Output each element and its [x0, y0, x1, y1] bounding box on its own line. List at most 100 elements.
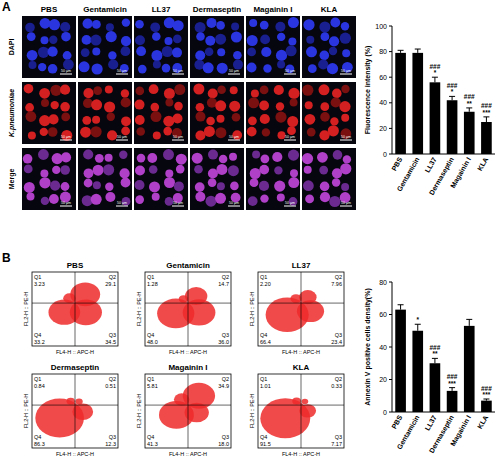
error-stem	[400, 305, 401, 310]
quadrant-value: 33.2	[34, 339, 45, 345]
cell	[208, 169, 218, 179]
cell	[152, 32, 161, 41]
cell	[163, 149, 174, 160]
quadrant-name: Q2	[335, 274, 342, 280]
quadrant-value: 12.3	[105, 441, 116, 447]
quadrant-value: 36.0	[218, 339, 229, 345]
error-stem	[486, 117, 487, 122]
cell	[152, 193, 160, 201]
cell	[60, 102, 70, 112]
cell	[205, 36, 215, 46]
cell	[23, 154, 33, 164]
error-cap	[466, 319, 472, 320]
quadrant-value: 14.7	[218, 281, 229, 287]
gate	[301, 374, 302, 448]
cell	[215, 193, 226, 204]
micrograph: 50 μm	[134, 148, 188, 210]
error-bar	[483, 117, 489, 122]
cell	[308, 64, 317, 73]
cell	[79, 61, 90, 72]
column-header: Gentamicin	[83, 5, 127, 14]
cell	[208, 89, 218, 99]
significance: *	[451, 88, 454, 95]
cell	[80, 127, 91, 138]
row-label: DAPI	[8, 39, 15, 56]
cell	[305, 101, 313, 109]
x-tick-label: Gentamicin	[395, 156, 420, 193]
cell	[248, 116, 257, 125]
quadrant-name: Q1	[34, 274, 41, 280]
cell	[329, 196, 340, 207]
quadrant-name: Q2	[109, 376, 116, 382]
x-axis-label: FL4-H :: APC-H	[56, 349, 94, 355]
cell	[248, 97, 259, 108]
cell	[192, 153, 203, 164]
cell	[215, 127, 226, 138]
scale-bar	[284, 140, 296, 141]
cell	[252, 151, 260, 159]
error-stem	[452, 96, 453, 100]
x-axis-label: FL4-H :: APC-H	[56, 451, 94, 457]
cell	[136, 127, 145, 136]
cell	[206, 117, 215, 126]
cell	[162, 64, 171, 73]
bar	[481, 401, 492, 412]
bar	[447, 100, 458, 154]
population	[35, 399, 84, 438]
y-tick	[389, 51, 392, 52]
bar	[464, 326, 475, 412]
cell	[340, 163, 351, 174]
y-axis-label: Fluorescence intensity (%)	[364, 46, 372, 135]
cell	[319, 166, 328, 175]
scale-bar	[172, 206, 184, 207]
cell	[303, 180, 314, 191]
cell	[276, 50, 287, 61]
cell	[121, 116, 131, 126]
y-tick-label: 100	[375, 23, 387, 30]
error-cap	[415, 49, 421, 50]
error-bar	[398, 50, 404, 53]
x-axis-label: FL4-H :: APC-H	[282, 349, 320, 355]
y-tick-label: 20	[379, 376, 387, 383]
y-axis-label: FL2-H :: PE-H	[136, 394, 142, 429]
column-header: LL37	[152, 5, 171, 14]
cell	[207, 18, 217, 28]
quadrant-name: Q4	[147, 434, 154, 440]
cell	[277, 33, 285, 41]
micrograph: 50 μm	[302, 82, 356, 144]
scale-bar-label: 50 μm	[229, 135, 239, 139]
y-axis-label: FL2-H :: PE-H	[249, 292, 255, 327]
cell	[328, 125, 339, 136]
y-tick-label: 60	[379, 311, 387, 318]
cell	[107, 113, 115, 121]
cell	[165, 37, 173, 45]
bars	[395, 49, 491, 154]
cell	[105, 183, 113, 191]
y-tick-label: 0	[383, 409, 387, 416]
image-background	[78, 148, 132, 210]
bar	[395, 53, 406, 154]
cell	[92, 20, 101, 29]
plot-title: Magainin I	[168, 363, 207, 372]
error-bar	[483, 399, 489, 401]
plot-frame	[32, 272, 118, 346]
cell	[83, 88, 93, 98]
cell	[174, 181, 184, 191]
gate	[145, 405, 231, 406]
x-tick-label: PBS	[390, 414, 403, 430]
cell	[84, 179, 93, 188]
scale-bar-label: 50 μm	[173, 135, 183, 139]
cell	[121, 89, 129, 97]
image-background	[246, 148, 300, 210]
y-tick-label: 80	[379, 279, 387, 286]
cell	[306, 46, 317, 57]
cell	[286, 64, 295, 73]
scale-bar	[228, 140, 240, 141]
cell	[288, 37, 296, 45]
cell	[41, 99, 49, 107]
cell	[24, 165, 33, 174]
cell	[135, 115, 145, 125]
cell	[25, 23, 35, 33]
cell	[233, 51, 242, 60]
cell	[135, 195, 144, 204]
